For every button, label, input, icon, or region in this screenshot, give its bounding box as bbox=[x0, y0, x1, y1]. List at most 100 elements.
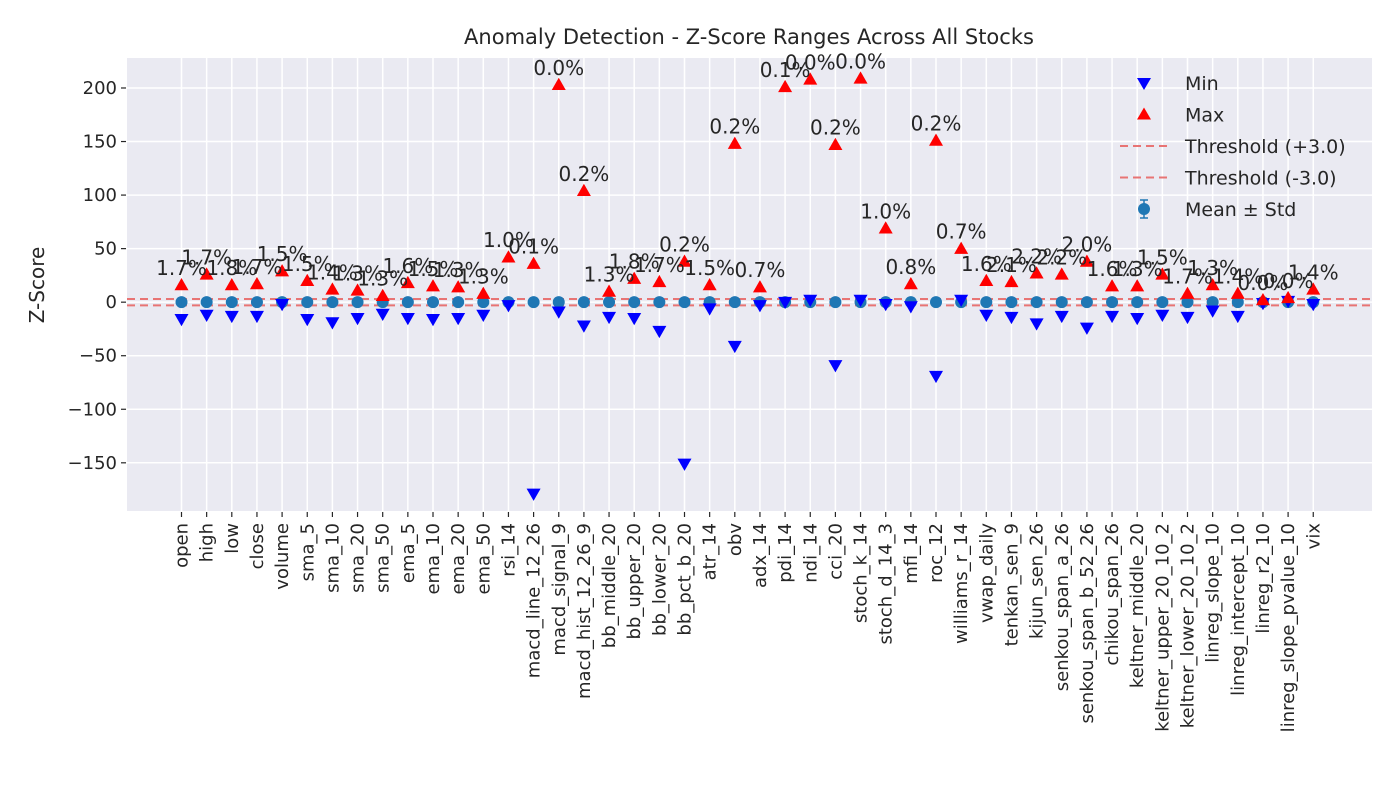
max-point bbox=[426, 279, 440, 292]
x-tick-label: keltner_lower_20_10_2 bbox=[1178, 523, 1199, 728]
legend-marker-min bbox=[1137, 78, 1151, 90]
x-tick-label: macd_hist_12_26_9 bbox=[574, 523, 595, 699]
x-tick-label: high bbox=[197, 523, 218, 562]
max-point bbox=[1054, 267, 1069, 280]
min-point bbox=[199, 309, 214, 323]
x-tick-label: bb_lower_20 bbox=[649, 523, 670, 636]
max-point bbox=[350, 283, 365, 296]
max-point bbox=[903, 276, 918, 290]
max-point bbox=[702, 278, 717, 291]
min-point bbox=[1130, 312, 1145, 326]
annotation-label: 0.0% bbox=[1263, 269, 1314, 293]
annotation-label: 1.7% bbox=[232, 255, 283, 279]
annotation-label: 0.1% bbox=[760, 58, 811, 82]
x-tick-label: roc_12 bbox=[926, 523, 947, 583]
annotation-label: 1.0% bbox=[860, 199, 911, 223]
min-point bbox=[652, 325, 667, 339]
annotation-label: 1.7% bbox=[634, 253, 685, 277]
x-tick-label: pdi_14 bbox=[775, 523, 796, 583]
mean-point bbox=[326, 296, 339, 309]
min-point bbox=[752, 300, 767, 313]
mean-point bbox=[678, 296, 691, 309]
annotation-label: 0.0% bbox=[1238, 271, 1289, 295]
x-tick-label: ema_10 bbox=[423, 523, 444, 595]
x-tick-label: obv bbox=[725, 523, 746, 556]
annotation-label: 1.4% bbox=[307, 260, 358, 284]
max-point bbox=[551, 77, 566, 91]
annotation-label: 1.5% bbox=[1137, 245, 1188, 269]
mean-point bbox=[1080, 296, 1093, 309]
mean-point bbox=[628, 296, 641, 309]
legend-label: Mean ± Std bbox=[1185, 199, 1296, 221]
max-point bbox=[400, 275, 415, 289]
annotation-label: 1.5% bbox=[684, 256, 735, 280]
max-point bbox=[526, 256, 541, 269]
mean-point bbox=[552, 296, 565, 309]
annotation-label: 1.3% bbox=[433, 258, 484, 282]
min-point bbox=[1306, 299, 1321, 312]
min-point bbox=[627, 312, 642, 326]
x-tick-label: low bbox=[222, 523, 243, 554]
min-point bbox=[275, 299, 290, 312]
min-point bbox=[929, 370, 943, 384]
x-tick-label: sma_5 bbox=[297, 523, 318, 581]
max-point bbox=[778, 79, 793, 93]
mean-point bbox=[1106, 296, 1119, 309]
x-tick-label: atr_14 bbox=[700, 523, 721, 580]
min-point bbox=[1029, 318, 1044, 331]
min-point bbox=[426, 314, 440, 327]
y-tick-label: −100 bbox=[68, 399, 117, 420]
max-point bbox=[1180, 286, 1195, 299]
x-tick-label: keltner_middle_20 bbox=[1127, 523, 1148, 688]
annotation-label: 1.7% bbox=[181, 245, 232, 269]
x-tick-label: senkou_span_a_26 bbox=[1052, 523, 1073, 691]
annotation-label: 1.4% bbox=[1212, 265, 1263, 289]
max-point bbox=[929, 133, 943, 146]
mean-point bbox=[175, 296, 188, 309]
x-tick-label: tenkan_sen_9 bbox=[1001, 523, 1022, 646]
mean-point bbox=[930, 296, 942, 309]
min-point bbox=[501, 300, 516, 313]
annotation-label: 1.4% bbox=[1288, 260, 1339, 284]
annotation-label: 1.3% bbox=[1112, 257, 1163, 281]
annotation-label: 1.8% bbox=[206, 256, 257, 280]
max-point bbox=[224, 278, 239, 291]
x-tick-label: ndi_14 bbox=[800, 523, 821, 583]
plot-background bbox=[127, 58, 1372, 511]
min-point bbox=[400, 312, 415, 326]
max-point bbox=[199, 267, 214, 280]
annotation-label: 1.7% bbox=[156, 256, 207, 280]
min-point bbox=[551, 306, 566, 319]
min-point bbox=[803, 294, 818, 308]
legend-label: Threshold (+3.0) bbox=[1184, 136, 1346, 158]
x-tick-label: stoch_k_14 bbox=[851, 523, 872, 623]
annotation-label: 0.7% bbox=[735, 258, 786, 282]
annotation-label: 0.0% bbox=[835, 49, 886, 73]
max-point bbox=[627, 271, 642, 284]
max-markers bbox=[174, 71, 1321, 306]
max-point bbox=[375, 288, 390, 301]
max-point bbox=[451, 280, 466, 293]
x-tick-label: sma_50 bbox=[373, 523, 394, 593]
x-tick-label: vwap_daily bbox=[976, 523, 997, 623]
max-point bbox=[602, 284, 617, 297]
min-point bbox=[1004, 311, 1019, 325]
annotation-label: 0.2% bbox=[659, 232, 710, 256]
max-point bbox=[325, 282, 340, 295]
max-point bbox=[1255, 293, 1270, 306]
max-point bbox=[727, 136, 742, 149]
annotation-label: 1.6% bbox=[1087, 257, 1138, 281]
x-tick-label: volume bbox=[272, 523, 293, 590]
min-point bbox=[853, 294, 868, 308]
max-point bbox=[954, 241, 969, 254]
annotation-label: 1.3% bbox=[584, 262, 635, 286]
y-axis-label: Z-Score bbox=[25, 247, 49, 324]
min-point bbox=[602, 311, 617, 325]
x-tick-label: rsi_14 bbox=[498, 523, 519, 577]
min-point bbox=[727, 340, 742, 354]
mean-point bbox=[477, 296, 490, 309]
annotation-label: 0.2% bbox=[558, 162, 609, 186]
mean-point bbox=[1055, 296, 1068, 309]
mean-point bbox=[1131, 296, 1144, 309]
x-tick-label: williams_r_14 bbox=[951, 523, 972, 644]
